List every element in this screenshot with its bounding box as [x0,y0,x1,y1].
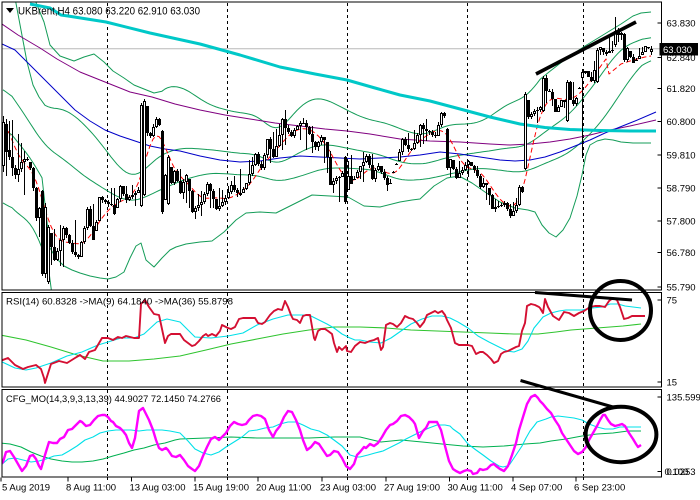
svg-text:75: 75 [667,296,678,307]
svg-text:RSI(14) 60.8328 ->MA(9) 64.18: RSI(14) 60.8328 ->MA(9) 64.1840 ->MA(36)… [6,297,233,308]
svg-text:63.030: 63.030 [663,45,692,56]
svg-text:8 Aug 11:00: 8 Aug 11:00 [66,483,116,494]
svg-text:6 Sep 23:00: 6 Sep 23:00 [574,483,625,494]
svg-text:63.830: 63.830 [667,19,696,30]
svg-text:CFG_MO(14,3,9,3,13,39) 44.9027: CFG_MO(14,3,9,3,13,39) 44.9027 72.1450 7… [6,394,221,405]
svg-text:13 Aug 03:00: 13 Aug 03:00 [130,483,186,494]
svg-text:4 Sep 07:00: 4 Sep 07:00 [511,483,562,494]
svg-text:15 Aug 19:00: 15 Aug 19:00 [193,483,249,494]
svg-text:UKBrent,H4 63.080 63.220 62.9: UKBrent,H4 63.080 63.220 62.910 63.030 [18,6,200,18]
svg-text:61.820: 61.820 [667,84,696,95]
svg-text:15: 15 [667,378,678,389]
svg-text:0.0253: 0.0253 [667,467,696,478]
svg-text:62.840: 62.840 [667,53,696,64]
svg-text:0.100: 0.100 [665,467,689,478]
svg-text:55.790: 55.790 [667,283,696,294]
svg-text:5 Aug 2019: 5 Aug 2019 [2,483,50,494]
svg-text:58.790: 58.790 [667,184,696,195]
svg-text:23 Aug 03:00: 23 Aug 03:00 [320,483,376,494]
svg-text:135.5993: 135.5993 [667,393,700,404]
svg-text:27 Aug 19:00: 27 Aug 19:00 [384,483,440,494]
svg-text:20 Aug 11:00: 20 Aug 11:00 [256,483,311,494]
svg-text:30 Aug 11:00: 30 Aug 11:00 [448,483,503,494]
svg-text:57.800: 57.800 [667,217,696,228]
svg-text:60.800: 60.800 [667,117,696,128]
svg-text:56.780: 56.780 [667,248,696,259]
svg-text:59.810: 59.810 [667,151,696,162]
